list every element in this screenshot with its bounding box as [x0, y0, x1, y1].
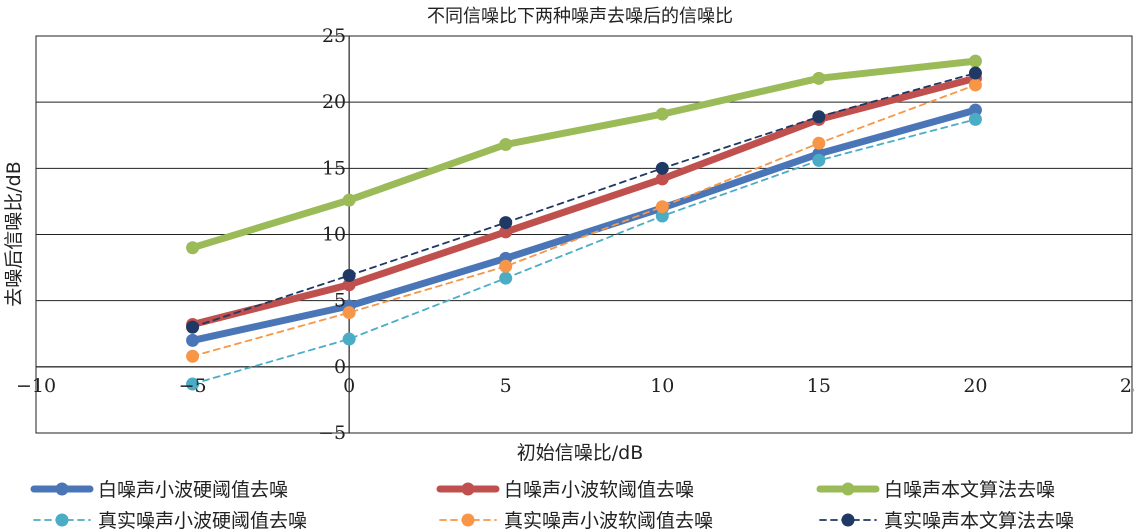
legend-label-1: 白噪声小波硬阈值去噪: [98, 479, 288, 501]
series-4: [186, 112, 982, 391]
legend-marker-6: [841, 513, 855, 527]
data-point-4-1: [186, 377, 200, 391]
series-line-3: [189, 57, 979, 252]
y-tick-label: 10: [322, 224, 346, 246]
legend-label-3: 白噪声本文算法去噪: [884, 479, 1055, 501]
data-point-6-4: [655, 161, 669, 175]
series-1: [186, 103, 982, 347]
data-point-4-5: [812, 153, 826, 167]
x-axis-title: 初始信噪比/dB: [517, 442, 644, 464]
y-tick-label: 0: [334, 356, 346, 378]
data-point-6-6: [968, 66, 982, 80]
x-tick-label: 0: [343, 375, 355, 397]
series-line-6: [191, 72, 977, 329]
data-point-2-4: [655, 172, 669, 186]
data-point-5-1: [186, 349, 200, 363]
series-3: [186, 54, 982, 255]
x-tick-label: −5: [179, 375, 207, 397]
data-point-4-6: [968, 112, 982, 126]
legend-marker-4: [55, 513, 69, 527]
legend-marker-2: [461, 482, 475, 496]
legend-label-2: 白噪声小波软阈值去噪: [504, 479, 694, 501]
data-point-2-2: [342, 278, 356, 292]
data-point-2-3: [499, 225, 513, 239]
legend-marker-3: [841, 482, 855, 496]
legend-item-2: 白噪声小波软阈值去噪: [436, 479, 694, 501]
y-axis-title: 去噪后信噪比/dB: [3, 161, 25, 307]
legend-item-3: 白噪声本文算法去噪: [816, 479, 1055, 501]
data-point-4-4: [655, 209, 669, 223]
data-point-5-2: [342, 306, 356, 320]
legend-marker-1: [55, 482, 69, 496]
data-point-5-4: [655, 200, 669, 214]
series-line-5: [191, 84, 977, 358]
legend-item-1: 白噪声小波硬阈值去噪: [30, 479, 288, 501]
series-line-1: [189, 106, 979, 344]
chart-title: 不同信噪比下两种噪声去噪后的信噪比: [427, 6, 733, 27]
legend-item-5: 真实噪声小波软阈值去噪: [439, 510, 713, 531]
data-point-1-1: [186, 333, 200, 347]
data-point-6-2: [342, 269, 356, 283]
series-line-2: [189, 74, 979, 328]
data-point-5-6: [968, 78, 982, 92]
y-tick-label: 15: [322, 157, 346, 179]
data-point-4-3: [499, 271, 513, 285]
data-point-6-5: [812, 110, 826, 124]
y-tick-label: 20: [322, 91, 346, 113]
legend-item-6: 真实噪声本文算法去噪: [819, 510, 1074, 531]
data-point-3-2: [342, 193, 356, 207]
legend-label-5: 真实噪声小波软阈值去噪: [504, 510, 713, 531]
data-point-3-5: [812, 71, 826, 85]
series-6: [186, 66, 982, 334]
data-point-3-1: [186, 241, 200, 255]
data-point-3-3: [499, 138, 513, 152]
data-point-6-1: [186, 320, 200, 334]
series-group: [186, 54, 982, 391]
data-point-5-5: [812, 136, 826, 150]
x-tick-label: −10: [16, 375, 56, 397]
data-point-4-2: [342, 332, 356, 346]
data-point-5-3: [499, 259, 513, 273]
legend-label-4: 真实噪声小波硬阈值去噪: [98, 510, 307, 531]
data-point-6-3: [499, 216, 513, 230]
legend-marker-5: [461, 513, 475, 527]
series-line-4: [191, 118, 977, 385]
series-2: [186, 71, 982, 331]
legend-item-4: 真实噪声小波硬阈值去噪: [33, 510, 307, 531]
series-5: [186, 78, 982, 363]
data-point-3-6: [968, 54, 982, 68]
legend: 白噪声小波硬阈值去噪 白噪声小波软阈值去噪 白噪声本文算法去噪真实噪声小波硬阈值去噪…: [30, 479, 1074, 531]
tick-labels: −5 0 5 10 15 20 25 −10 −5 0 5 10 15 20 25: [16, 25, 1134, 444]
data-point-3-4: [655, 107, 669, 121]
plot-area-frame: [35, 35, 1133, 434]
y-tick-label: −5: [318, 422, 346, 444]
y-tick-label: 5: [334, 290, 346, 312]
x-tick-label: 20: [963, 375, 987, 397]
x-tick-label: 5: [500, 375, 512, 397]
x-tick-label: 10: [650, 375, 674, 397]
x-tick-label: 25: [1120, 375, 1134, 397]
data-point-1-6: [968, 103, 982, 117]
legend-label-6: 真实噪声本文算法去噪: [884, 510, 1074, 531]
y-tick-label: 25: [322, 25, 346, 47]
x-tick-label: 15: [807, 375, 831, 397]
